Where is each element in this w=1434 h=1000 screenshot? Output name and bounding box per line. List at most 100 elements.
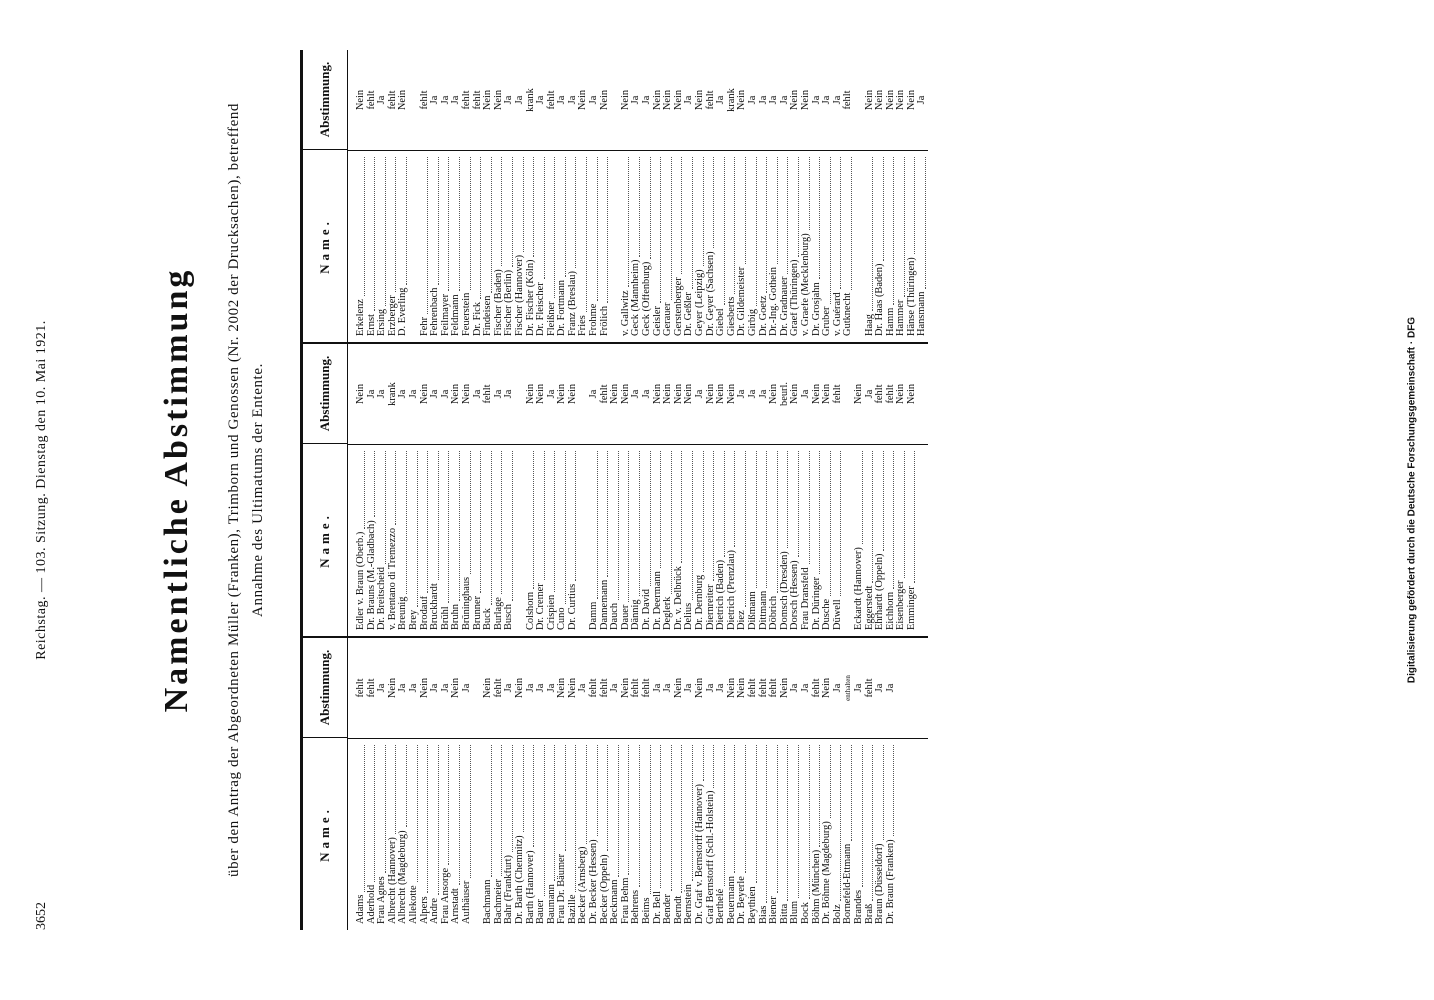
member-name: Braß [864, 903, 875, 924]
name-row: Düwell [832, 449, 844, 630]
member-name: Dorsch (Hessen) [790, 560, 801, 630]
dot-leader [737, 745, 746, 874]
name-row: Hansmann [917, 155, 928, 336]
dot-leader [387, 157, 397, 293]
name-row: Erzberger [387, 155, 399, 336]
member-name: Beckmann [610, 879, 621, 924]
name-row: Adams [356, 743, 367, 924]
name-row: Behrens [631, 743, 642, 924]
dot-leader [642, 451, 651, 587]
name-row: Bruhn [451, 449, 462, 630]
member-name: v. Graefe (Mecklenburg) [800, 233, 811, 336]
name-row: Damm [589, 449, 600, 630]
name-row: Dr. Fortmann [557, 155, 568, 336]
name-row: Ersing [377, 155, 388, 336]
dot-leader [472, 451, 482, 593]
dot-leader [663, 451, 672, 594]
dot-leader [769, 451, 778, 593]
dot-leader [578, 157, 588, 313]
name-row: Dr. Fischer (Köln) [525, 155, 537, 336]
member-name: Delius [684, 602, 695, 630]
vote: Ja [799, 389, 811, 399]
member-name: Feldmann [451, 294, 462, 336]
member-name: Dr.-Ing. Gothein [769, 267, 780, 336]
dot-leader [917, 157, 927, 289]
member-name: Frau Ansorge [440, 867, 451, 924]
column-body: Edler v. Braun (Oberb.) Dr. Brauns (M.-Gl… [348, 344, 928, 636]
dot-leader [631, 157, 641, 257]
name-row: Frau Ansorge [440, 743, 452, 924]
dot-leader [525, 157, 535, 257]
name-row: Delius [684, 449, 695, 630]
subtitle: über den Antrag der Abgeordneten Müller … [226, 102, 266, 878]
member-name: Dr. Geyer (Sachsen) [705, 251, 716, 336]
member-name: Gutknecht [843, 292, 854, 336]
name-row: Dännig [631, 449, 642, 630]
vote: Ja [852, 683, 864, 693]
member-name: Dr. v. Delbrück [673, 566, 684, 630]
name-row: Allekotte [408, 743, 420, 924]
dot-leader [493, 745, 503, 876]
dot-leader [620, 745, 630, 875]
member-name: Beims [642, 897, 653, 924]
name-row: Frölich [599, 155, 611, 336]
dot-leader [408, 451, 418, 607]
name-row: Döbrich [769, 449, 780, 630]
name-row: Dr. Gradnauer [779, 155, 791, 336]
member-name: Dr. Geßler [684, 292, 695, 336]
member-name: Andre [430, 898, 441, 924]
member-name: Dr. David [642, 589, 653, 630]
dot-leader [864, 451, 874, 583]
member-name: Becker (Arnsberg) [578, 846, 589, 924]
vote: Ja [407, 389, 419, 399]
member-name: Dr. Braun (Franken) [885, 839, 896, 924]
member-name: Dannemann [599, 579, 610, 630]
member-name: Döbrich [769, 595, 780, 630]
name-row: Dr. Brauns (M.-Gladbach) [366, 449, 378, 630]
vote: Nein [355, 89, 366, 111]
dot-leader [642, 745, 651, 895]
dot-leader [896, 157, 905, 297]
member-name: Diez [737, 610, 748, 630]
column-header: Name. Abstimmung. [303, 50, 348, 342]
dot-leader [387, 745, 397, 835]
dot-leader [451, 451, 460, 602]
dot-leader [610, 451, 619, 600]
dot-leader [705, 451, 715, 582]
member-name: Dännig [631, 599, 642, 630]
member-name: Düwell [832, 599, 843, 630]
vote: Nein [460, 383, 472, 405]
member-name: Behrens [631, 889, 642, 924]
member-name: Frölich [599, 305, 610, 336]
name-row: Dr. Becker (Hessen) [589, 743, 600, 924]
name-row: Fischer (Baden) [493, 155, 505, 336]
member-name: Eisenberger [896, 580, 907, 630]
dot-leader [430, 157, 439, 285]
name-row: Böhm (München) [811, 743, 823, 924]
member-name: Eckardt (Hannover) [853, 547, 864, 630]
member-name: Bias [758, 905, 769, 924]
vote-header: Abstimmung. [317, 61, 332, 138]
name-row: Buck [483, 449, 494, 630]
member-name: Fischer (Hannover) [514, 254, 525, 336]
dot-leader [843, 745, 852, 841]
name-row: Haag [864, 155, 876, 336]
dot-leader [864, 157, 874, 312]
dot-leader [610, 745, 619, 877]
dfg-note: Digitalisierung gefördert durch die Deut… [1406, 316, 1418, 684]
name-row: Dr. Geyer (Sachsen) [705, 155, 717, 336]
name-row: Ehrhardt (Oppeln) [875, 449, 886, 630]
member-name: Berthelé [716, 888, 727, 924]
dot-leader [811, 745, 821, 847]
name-row: v. Graefe (Mecklenburg) [800, 155, 812, 336]
member-name: Fehr [419, 316, 430, 336]
group-gap [854, 155, 865, 336]
member-name: Frau Dransfeld [800, 567, 811, 630]
member-name: Hänse (Thüringen) [906, 257, 917, 336]
member-name: Dr. Brauns (M.-Gladbach) [366, 520, 377, 630]
member-name: Eichhorn [885, 591, 896, 630]
dot-leader [440, 157, 450, 291]
name-row: Frau Dransfeld [800, 449, 812, 630]
member-name: Dr. Fortmann [557, 280, 568, 336]
vote-cells: fehlt fehlt Ja Nein Ja Ja Nein Ja Ja Nein Ja Nein fe… [348, 638, 928, 738]
